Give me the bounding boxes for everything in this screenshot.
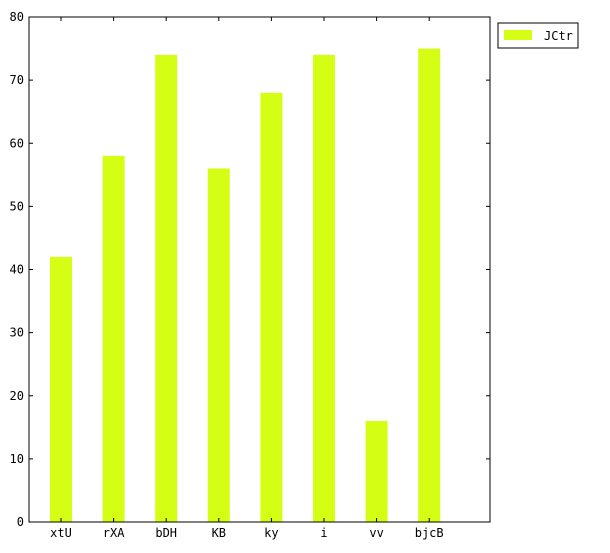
bars-layer [50,48,441,523]
bar-bjcB [418,48,441,522]
bar-xtU [50,256,72,522]
legend-box [497,22,579,49]
y-tick-label: 30 [10,326,24,340]
y-tick-label: 80 [10,10,24,24]
y-tick-label: 40 [10,263,24,277]
x-tick-label: bjcB [415,526,444,540]
y-tick-label: 70 [10,73,24,87]
x-tick-label: rXA [103,526,125,540]
y-tick-label: 20 [10,389,24,403]
x-tick-label: KB [212,526,226,540]
y-tick-label: 0 [17,515,24,529]
y-tick-label: 10 [10,452,24,466]
legend-swatch [504,30,532,40]
bar-vv [365,421,388,522]
bar-rXA [102,155,125,522]
y-tick-label: 50 [10,199,24,213]
bar-bDH [155,54,178,523]
axes-layer: 0 10 20 30 40 50 60 70 80 xtU rXA bDH KB ky i vv bjcB [10,10,491,540]
legend: JCtr [497,22,579,49]
x-tick-label: bDH [155,526,177,540]
bar-KB [207,168,230,522]
bar-ky [260,92,283,523]
x-tick-label: vv [369,526,383,540]
legend-label: JCtr [544,29,573,43]
x-tick-label: ky [264,526,278,540]
x-tick-label: i [320,526,327,540]
bar-i [313,54,335,523]
x-tick-label: xtU [50,526,72,540]
y-tick-label: 60 [10,136,24,150]
